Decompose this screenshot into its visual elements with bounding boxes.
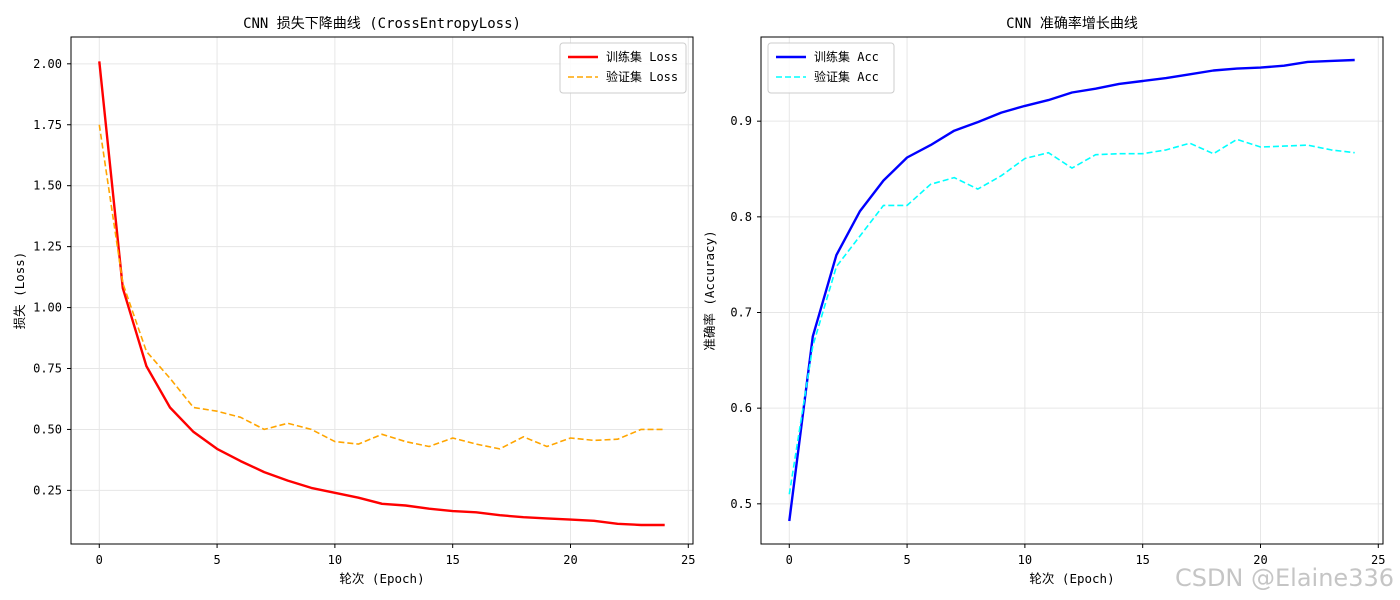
series-line-1	[788, 138, 1355, 495]
legend: 训练集 Acc 验证集 Acc	[767, 42, 895, 94]
x-axis-label: 轮次 (Epoch)	[1029, 571, 1114, 586]
y-tick-label: 1.75	[33, 118, 62, 132]
legend-label-0: 训练集 Acc	[814, 49, 879, 64]
x-tick-label: 10	[328, 553, 342, 567]
x-tick-label: 0	[786, 553, 793, 567]
series-line-0	[788, 58, 1355, 522]
x-tick-label: 20	[1253, 553, 1267, 567]
y-tick-label: 1.00	[33, 301, 62, 315]
y-tick-label: 0.8	[730, 210, 752, 224]
y-axis-label: 损失 (Loss)	[12, 252, 27, 330]
y-tick-label: 0.9	[730, 114, 752, 128]
x-tick-label: 25	[681, 553, 695, 567]
y-tick-label: 0.6	[730, 401, 752, 415]
legend-label-0: 训练集 Loss	[606, 49, 678, 64]
y-tick-label: 0.5	[730, 497, 752, 511]
watermark: CSDN @Elaine336	[1174, 564, 1394, 592]
y-tick-label: 0.25	[33, 483, 62, 497]
x-tick-label: 0	[96, 553, 103, 567]
x-tick-label: 10	[1018, 553, 1032, 567]
x-tick-label: 15	[445, 553, 459, 567]
legend-label-1: 验证集 Acc	[814, 69, 879, 84]
series-line-1	[98, 124, 665, 450]
legend-box	[767, 42, 895, 94]
y-tick-label: 0.7	[730, 306, 752, 320]
legend-box	[559, 42, 687, 94]
x-tick-label: 25	[1371, 553, 1385, 567]
x-tick-label: 5	[213, 553, 220, 567]
legend-label-1: 验证集 Loss	[606, 69, 678, 84]
x-tick-label: 5	[903, 553, 910, 567]
series-line-0	[98, 61, 665, 527]
y-tick-label: 1.50	[33, 179, 62, 193]
chart-title: CNN 损失下降曲线 (CrossEntropyLoss)	[243, 16, 521, 32]
x-tick-label: 15	[1135, 553, 1149, 567]
y-tick-label: 0.50	[33, 422, 62, 436]
y-tick-label: 1.25	[33, 240, 62, 254]
loss-chart: 0 5 10 15 20 25 0.25 0.50 0.75 1.00 1.25 1.50 1.75 2.…	[12, 16, 696, 586]
y-tick-label: 0.75	[33, 362, 62, 376]
chart-title: CNN 准确率增长曲线	[1006, 15, 1138, 32]
plot-frame	[760, 36, 1384, 545]
y-tick-label: 2.00	[33, 57, 62, 71]
plot-frame	[70, 36, 694, 545]
x-axis-label: 轮次 (Epoch)	[339, 571, 424, 586]
x-tick-label: 20	[563, 553, 577, 567]
y-axis-label: 准确率 (Accuracy)	[702, 230, 717, 350]
legend: 训练集 Loss 验证集 Loss	[559, 42, 687, 94]
